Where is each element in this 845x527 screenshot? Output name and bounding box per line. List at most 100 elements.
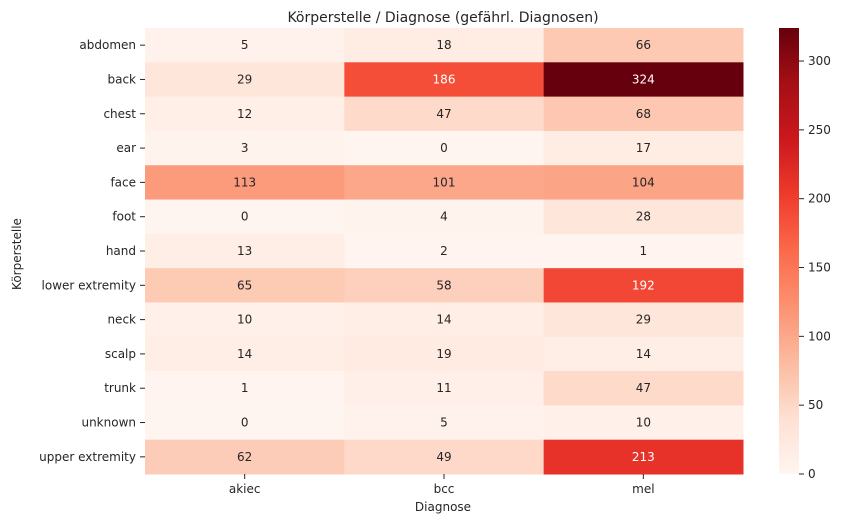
cell-value-label: 47	[636, 381, 651, 395]
heatmap-cell	[344, 336, 545, 372]
heatmap-cell	[344, 62, 545, 98]
cell-value-label: 14	[636, 347, 651, 361]
cell-value-label: 29	[237, 72, 252, 86]
heatmap-cell	[344, 371, 545, 406]
cell-value-label: 1	[241, 381, 249, 395]
heatmap-cell	[145, 336, 345, 372]
heatmap-cell	[344, 233, 545, 269]
cell-value-label: 2	[440, 244, 448, 258]
heatmap-cell	[543, 268, 744, 303]
cell-value-label: 10	[237, 313, 252, 327]
cell-value-label: 68	[636, 107, 651, 121]
heatmap-cell	[543, 439, 744, 475]
x-tick-label: akiec	[229, 482, 261, 496]
cell-value-label: 192	[632, 278, 655, 292]
colorbar-tick-label: 200	[808, 192, 831, 206]
x-tick-label: bcc	[434, 482, 455, 496]
heatmap-cell	[543, 233, 744, 269]
heatmap-cell	[145, 96, 345, 132]
heatmap-cell	[543, 130, 744, 166]
cell-value-label: 324	[632, 72, 655, 86]
heatmap-cell	[145, 268, 345, 303]
heatmap-cell	[344, 268, 545, 303]
heatmap-cell	[543, 165, 744, 201]
cell-value-label: 0	[440, 141, 448, 155]
colorbar-tick-label: 0	[808, 467, 816, 481]
heatmap-cell	[543, 199, 744, 235]
x-tick-label: mel	[632, 482, 654, 496]
colorbar-tick-label: 300	[808, 54, 831, 68]
heatmap-cell	[145, 62, 345, 98]
cell-value-label: 213	[632, 450, 655, 464]
heatmap-cell	[543, 371, 744, 406]
x-axis-label: Diagnose	[415, 500, 471, 514]
cell-value-label: 10	[636, 416, 651, 430]
x-axis: akiec bcc mel	[229, 474, 655, 496]
cell-value-label: 66	[636, 38, 651, 52]
y-tick-label: chest	[103, 107, 136, 121]
cell-value-label: 14	[436, 313, 451, 327]
y-tick-label: trunk	[104, 381, 136, 395]
cell-value-label: 13	[237, 244, 252, 258]
cell-value-label: 101	[433, 175, 456, 189]
heatmap-cell	[543, 96, 744, 132]
cell-value-label: 29	[636, 313, 651, 327]
cell-value-label: 5	[241, 38, 249, 52]
colorbar-tick-label: 250	[808, 123, 831, 137]
heatmap-cell	[344, 199, 545, 235]
heatmap-cell	[145, 439, 345, 475]
heatmap-cell	[145, 233, 345, 269]
cell-value-label: 14	[237, 347, 252, 361]
cell-value-label: 47	[436, 107, 451, 121]
heatmap-cell	[344, 165, 545, 201]
heatmap-cell	[145, 199, 345, 235]
cell-value-label: 11	[436, 381, 451, 395]
y-axis: abdomen back chest ear face foot hand lower ext…	[39, 38, 145, 464]
cell-value-label: 18	[436, 38, 451, 52]
colorbar-tick-label: 50	[808, 398, 823, 412]
cell-value-label: 4	[440, 210, 448, 224]
heatmap-cell	[543, 62, 744, 98]
cell-value-label: 58	[436, 278, 451, 292]
cell-value-label: 0	[241, 210, 249, 224]
cell-value-label: 113	[233, 175, 256, 189]
heatmap-cell	[344, 302, 545, 338]
y-tick-label: back	[107, 72, 136, 86]
cell-value-label: 19	[436, 347, 451, 361]
y-tick-label: ear	[116, 141, 136, 155]
heatmap-cell	[543, 336, 744, 372]
heatmap-cell	[145, 302, 345, 338]
cell-value-label: 1	[640, 244, 648, 258]
cell-value-label: 186	[433, 72, 456, 86]
cell-value-label: 65	[237, 278, 252, 292]
heatmap-cell	[145, 130, 345, 166]
y-tick-label: abdomen	[79, 38, 136, 52]
y-tick-label: lower extremity	[42, 278, 136, 292]
heatmap-cell	[145, 165, 345, 201]
cell-value-label: 17	[636, 141, 651, 155]
cell-value-label: 28	[636, 210, 651, 224]
heatmap-cell	[344, 28, 545, 63]
y-tick-label: scalp	[105, 347, 136, 361]
colorbar	[779, 28, 799, 474]
chart-title: Körperstelle / Diagnose (gefährl. Diagno…	[287, 10, 598, 26]
colorbar-axis: 0 50 100 150 200 250 300	[799, 54, 831, 481]
heatmap-cell	[145, 371, 345, 406]
colorbar-tick-label: 100	[808, 329, 831, 343]
heatmap-cell	[543, 405, 744, 441]
cell-value-label: 0	[241, 416, 249, 430]
y-axis-label: Körperstelle	[10, 218, 24, 290]
heatmap-cell	[145, 28, 345, 63]
heatmap-cell	[344, 130, 545, 166]
colorbar-tick-label: 150	[808, 261, 831, 275]
cell-value-label: 49	[436, 450, 451, 464]
cell-value-label: 12	[237, 107, 252, 121]
heatmap-cell	[543, 28, 744, 63]
y-tick-label: neck	[107, 313, 136, 327]
y-tick-label: hand	[106, 244, 136, 258]
cell-value-label: 62	[237, 450, 252, 464]
y-tick-label: upper extremity	[39, 450, 136, 464]
